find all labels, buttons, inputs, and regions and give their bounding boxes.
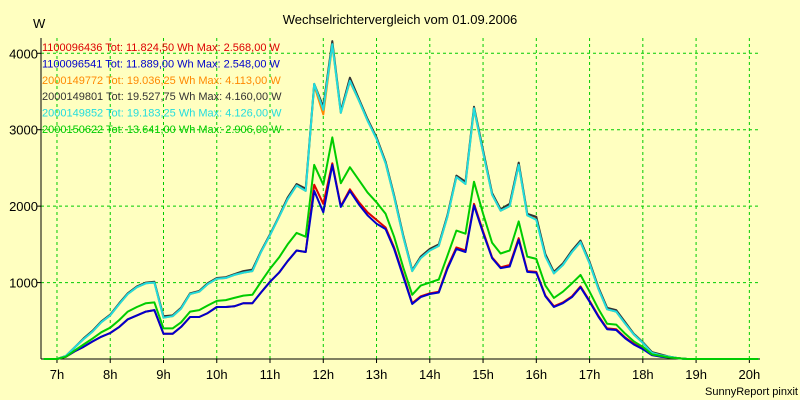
y-tick-label: 4000 — [9, 46, 38, 61]
legend-entry-2000149772: 2000149772 Tot: 19.036,25 Wh Max: 4.113,… — [42, 75, 281, 87]
y-tick-label: 2000 — [9, 199, 38, 214]
legend-entry-2000149801: 2000149801 Tot: 19.527,75 Wh Max: 4.160,… — [42, 91, 282, 103]
footer-credit: SunnyReport pinxit — [705, 386, 798, 398]
x-tick-label: 19h — [685, 367, 707, 382]
legend-entry-1100096436: 1100096436 Tot: 11.824,50 Wh Max: 2.568,… — [42, 42, 281, 54]
x-tick-label: 11h — [260, 367, 281, 382]
x-tick-label: 10h — [206, 367, 228, 382]
x-tick-label: 17h — [579, 367, 601, 382]
series-line-2000149852 — [43, 43, 759, 360]
x-tick-label: 8h — [103, 367, 117, 382]
y-axis-label: W — [33, 16, 46, 31]
chart-title: Wechselrichtervergleich vom 01.09.2006 — [283, 12, 518, 27]
y-tick-label: 3000 — [9, 123, 38, 138]
x-tick-label: 15h — [472, 367, 494, 382]
y-tick-label: 1000 — [9, 276, 38, 291]
legend-entry-2000149852: 2000149852 Tot: 19.183,25 Wh Max: 4.126,… — [42, 108, 282, 120]
x-tick-label: 7h — [50, 367, 64, 382]
series-line-1100096541 — [43, 163, 759, 360]
x-tick-label: 13h — [366, 367, 388, 382]
x-tick-label: 12h — [312, 367, 334, 382]
x-tick-label: 16h — [525, 367, 547, 382]
legend-entry-2000150622: 2000150622 Tot: 13.641,00 Wh Max: 2.906,… — [42, 124, 282, 136]
x-tick-label: 9h — [156, 367, 170, 382]
x-tick-label: 20h — [738, 367, 760, 382]
x-tick-label: 18h — [632, 367, 654, 382]
series-line-2000150622 — [43, 136, 759, 360]
x-tick-label: 14h — [419, 367, 441, 382]
legend-entry-1100096541: 1100096541 Tot: 11.889,00 Wh Max: 2.548,… — [42, 58, 281, 70]
